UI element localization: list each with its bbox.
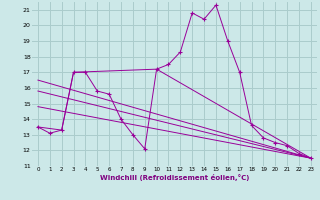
X-axis label: Windchill (Refroidissement éolien,°C): Windchill (Refroidissement éolien,°C)	[100, 174, 249, 181]
